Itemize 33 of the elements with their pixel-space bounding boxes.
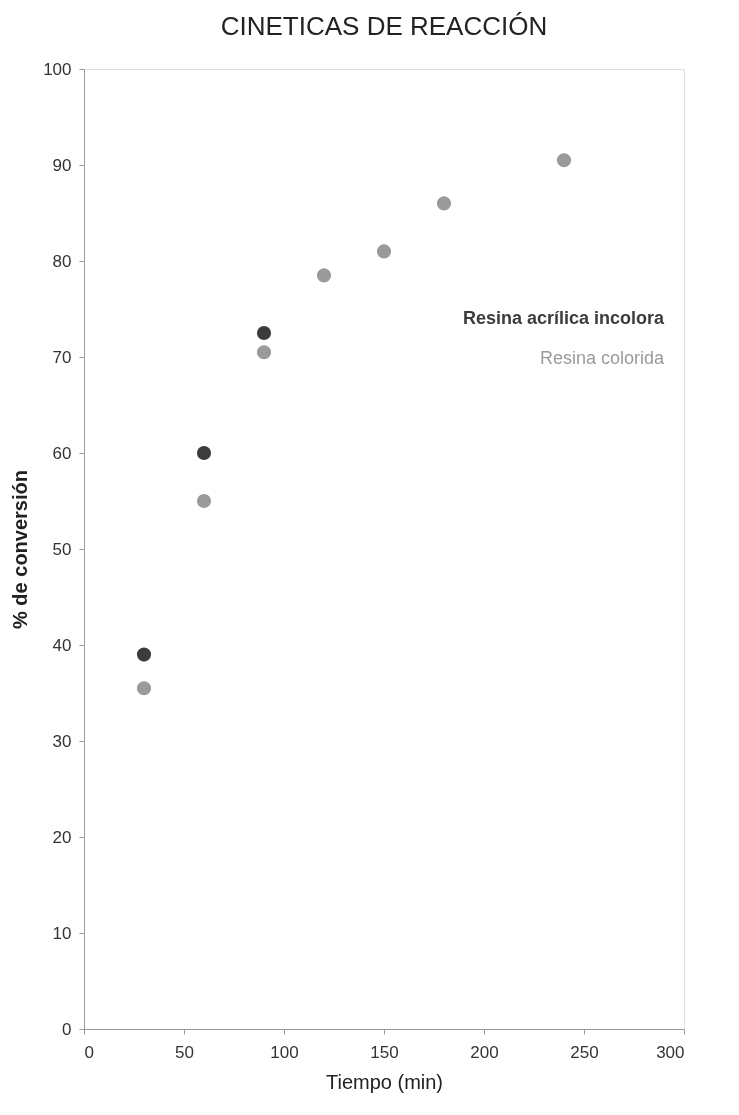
x-tick-label: 200 [470,1042,499,1062]
y-tick-label: 20 [52,827,72,847]
chart-title: CINETICAS DE REACCIÓN [220,11,548,41]
y-tick-label: 10 [52,923,72,943]
x-tick-label: 0 [84,1042,94,1062]
y-tick-label: 30 [52,731,72,751]
point [196,493,212,509]
point [256,345,272,360]
text: Resina colorida [539,348,665,368]
y-axis-title: % de conversión [9,470,32,629]
y-tick-label: 0 [62,1019,72,1039]
point [436,196,452,211]
x-axis-title: Tiempo (min) [325,1070,444,1093]
y-tick-label: 60 [52,443,72,463]
y-tick-label: 80 [52,251,72,271]
x-tick-label: 50 [175,1042,194,1062]
x-tick-label: 300 [656,1042,685,1062]
x-tick-label: 250 [570,1042,599,1062]
point [136,647,152,662]
y-tick-label: 90 [52,155,72,175]
y-tick-label: 40 [52,635,72,655]
x-tick-label: 150 [370,1042,399,1062]
point [376,244,392,259]
point [196,445,212,461]
point [316,268,332,283]
point [256,325,272,341]
y-tick-label: 50 [52,539,72,559]
y-tick-label: 100 [43,59,72,79]
y-tick-label: 70 [52,347,72,367]
point [136,681,152,696]
point [556,153,572,168]
x-tick-label: 100 [270,1042,299,1062]
text: Resina acrílica incolora [462,308,665,328]
